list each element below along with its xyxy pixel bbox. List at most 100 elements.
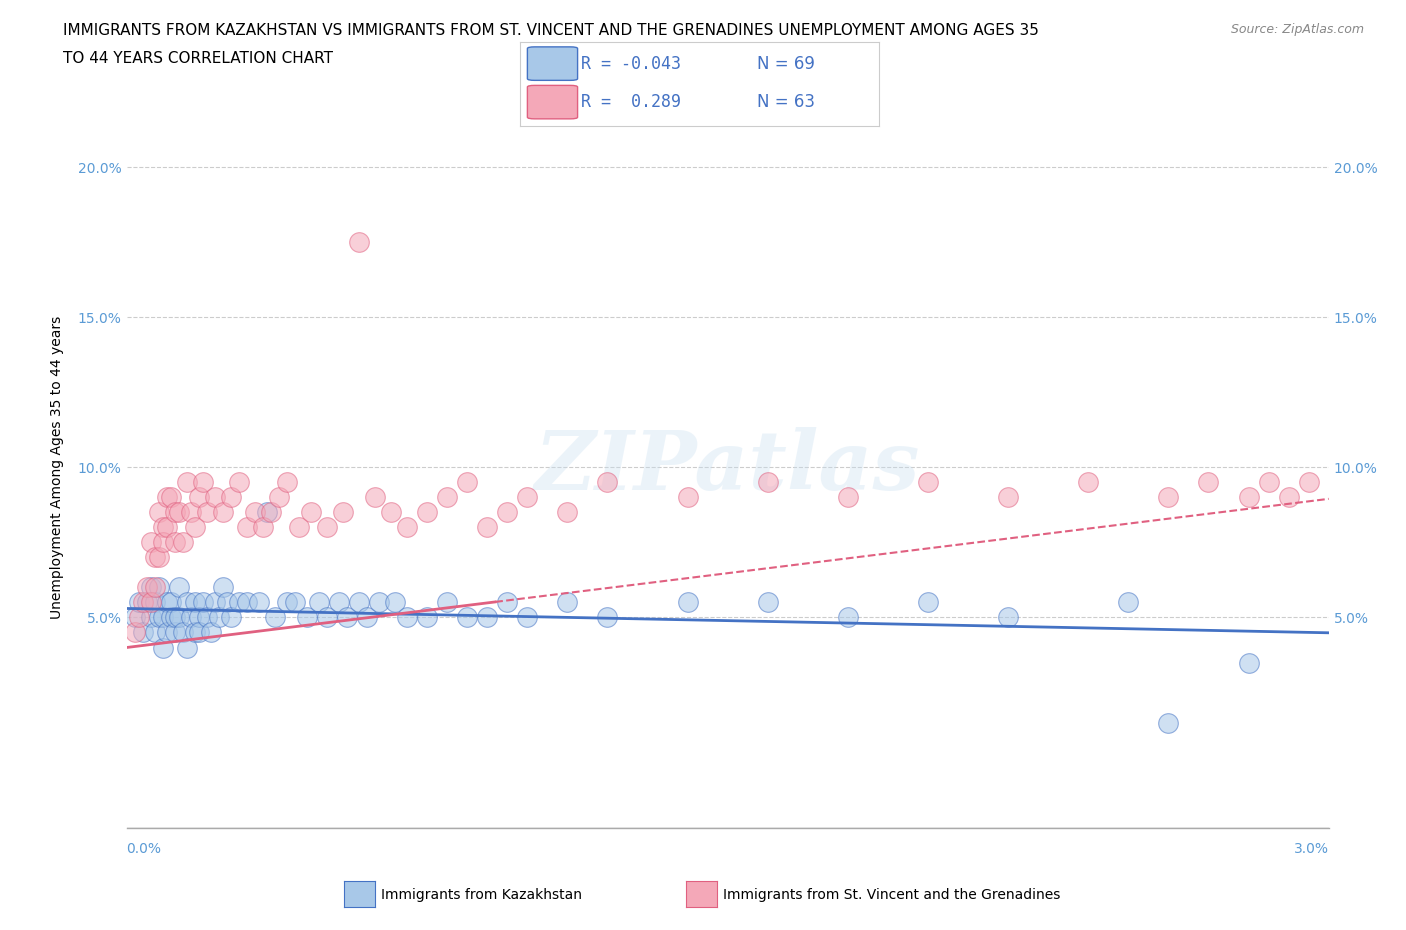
Point: [596, 610, 619, 625]
Point: [135, 580, 157, 595]
Point: [148, 505, 170, 520]
Point: [1157, 490, 1180, 505]
Point: [152, 520, 174, 535]
Point: [756, 475, 779, 490]
Point: [997, 610, 1019, 625]
Point: [456, 475, 478, 490]
Point: [143, 625, 166, 640]
FancyBboxPatch shape: [527, 46, 578, 80]
Point: [143, 595, 166, 610]
Point: [295, 610, 318, 625]
Point: [336, 610, 359, 625]
Point: [1197, 475, 1219, 490]
Point: [1237, 490, 1260, 505]
Point: [516, 490, 538, 505]
Text: TO 44 YEARS CORRELATION CHART: TO 44 YEARS CORRELATION CHART: [63, 51, 333, 66]
Point: [148, 550, 170, 565]
Point: [1257, 475, 1279, 490]
Point: [148, 610, 170, 625]
Point: [917, 475, 939, 490]
Point: [135, 595, 157, 610]
Point: [243, 505, 266, 520]
Point: [364, 490, 387, 505]
Point: [139, 580, 162, 595]
Point: [143, 550, 166, 565]
Point: [187, 625, 209, 640]
Point: [267, 490, 290, 505]
Point: [247, 595, 270, 610]
Point: [172, 535, 194, 550]
Point: [308, 595, 330, 610]
Text: IMMIGRANTS FROM KAZAKHSTAN VS IMMIGRANTS FROM ST. VINCENT AND THE GRENADINES UNE: IMMIGRANTS FROM KAZAKHSTAN VS IMMIGRANTS…: [63, 23, 1039, 38]
Text: ZIPatlas: ZIPatlas: [534, 427, 921, 508]
Point: [187, 490, 209, 505]
Point: [131, 625, 153, 640]
Point: [555, 505, 579, 520]
Point: [235, 595, 259, 610]
Point: [183, 520, 205, 535]
Point: [837, 490, 859, 505]
Point: [155, 625, 177, 640]
Point: [1077, 475, 1099, 490]
Y-axis label: Unemployment Among Ages 35 to 44 years: Unemployment Among Ages 35 to 44 years: [51, 315, 63, 619]
Point: [167, 610, 190, 625]
Point: [195, 610, 218, 625]
Point: [356, 610, 378, 625]
Point: [299, 505, 322, 520]
Point: [1298, 475, 1320, 490]
Point: [215, 595, 238, 610]
Text: Immigrants from Kazakhstan: Immigrants from Kazakhstan: [381, 887, 582, 902]
Point: [176, 475, 198, 490]
Point: [155, 520, 177, 535]
Point: [252, 520, 274, 535]
Point: [256, 505, 278, 520]
Point: [396, 520, 419, 535]
Point: [180, 505, 202, 520]
Point: [1237, 655, 1260, 670]
Point: [228, 595, 250, 610]
Point: [176, 595, 198, 610]
Point: [148, 580, 170, 595]
Point: [211, 580, 233, 595]
Point: [152, 535, 174, 550]
Point: [124, 610, 146, 625]
Point: [128, 595, 150, 610]
Point: [555, 595, 579, 610]
Point: [163, 505, 186, 520]
Point: [211, 505, 233, 520]
Point: [183, 625, 205, 640]
Point: [284, 595, 307, 610]
Point: [676, 595, 699, 610]
Point: [204, 490, 226, 505]
Point: [1277, 490, 1299, 505]
FancyBboxPatch shape: [527, 86, 578, 119]
Text: Immigrants from St. Vincent and the Grenadines: Immigrants from St. Vincent and the Gren…: [723, 887, 1060, 902]
Point: [191, 475, 214, 490]
Point: [152, 610, 174, 625]
Point: [315, 610, 337, 625]
Point: [180, 610, 202, 625]
Point: [128, 610, 150, 625]
Point: [163, 535, 186, 550]
Point: [456, 610, 478, 625]
Point: [416, 610, 439, 625]
Point: [139, 595, 162, 610]
Point: [837, 610, 859, 625]
Point: [276, 595, 298, 610]
Point: [235, 520, 259, 535]
Point: [368, 595, 391, 610]
Point: [200, 625, 222, 640]
Point: [131, 595, 153, 610]
Text: Source: ZipAtlas.com: Source: ZipAtlas.com: [1230, 23, 1364, 36]
Point: [496, 505, 519, 520]
Text: R =  0.289: R = 0.289: [581, 93, 681, 111]
Point: [195, 505, 218, 520]
Point: [436, 595, 458, 610]
Point: [219, 610, 242, 625]
Point: [152, 640, 174, 655]
Point: [396, 610, 419, 625]
Point: [997, 490, 1019, 505]
Text: 0.0%: 0.0%: [127, 842, 162, 856]
Point: [756, 595, 779, 610]
Point: [436, 490, 458, 505]
